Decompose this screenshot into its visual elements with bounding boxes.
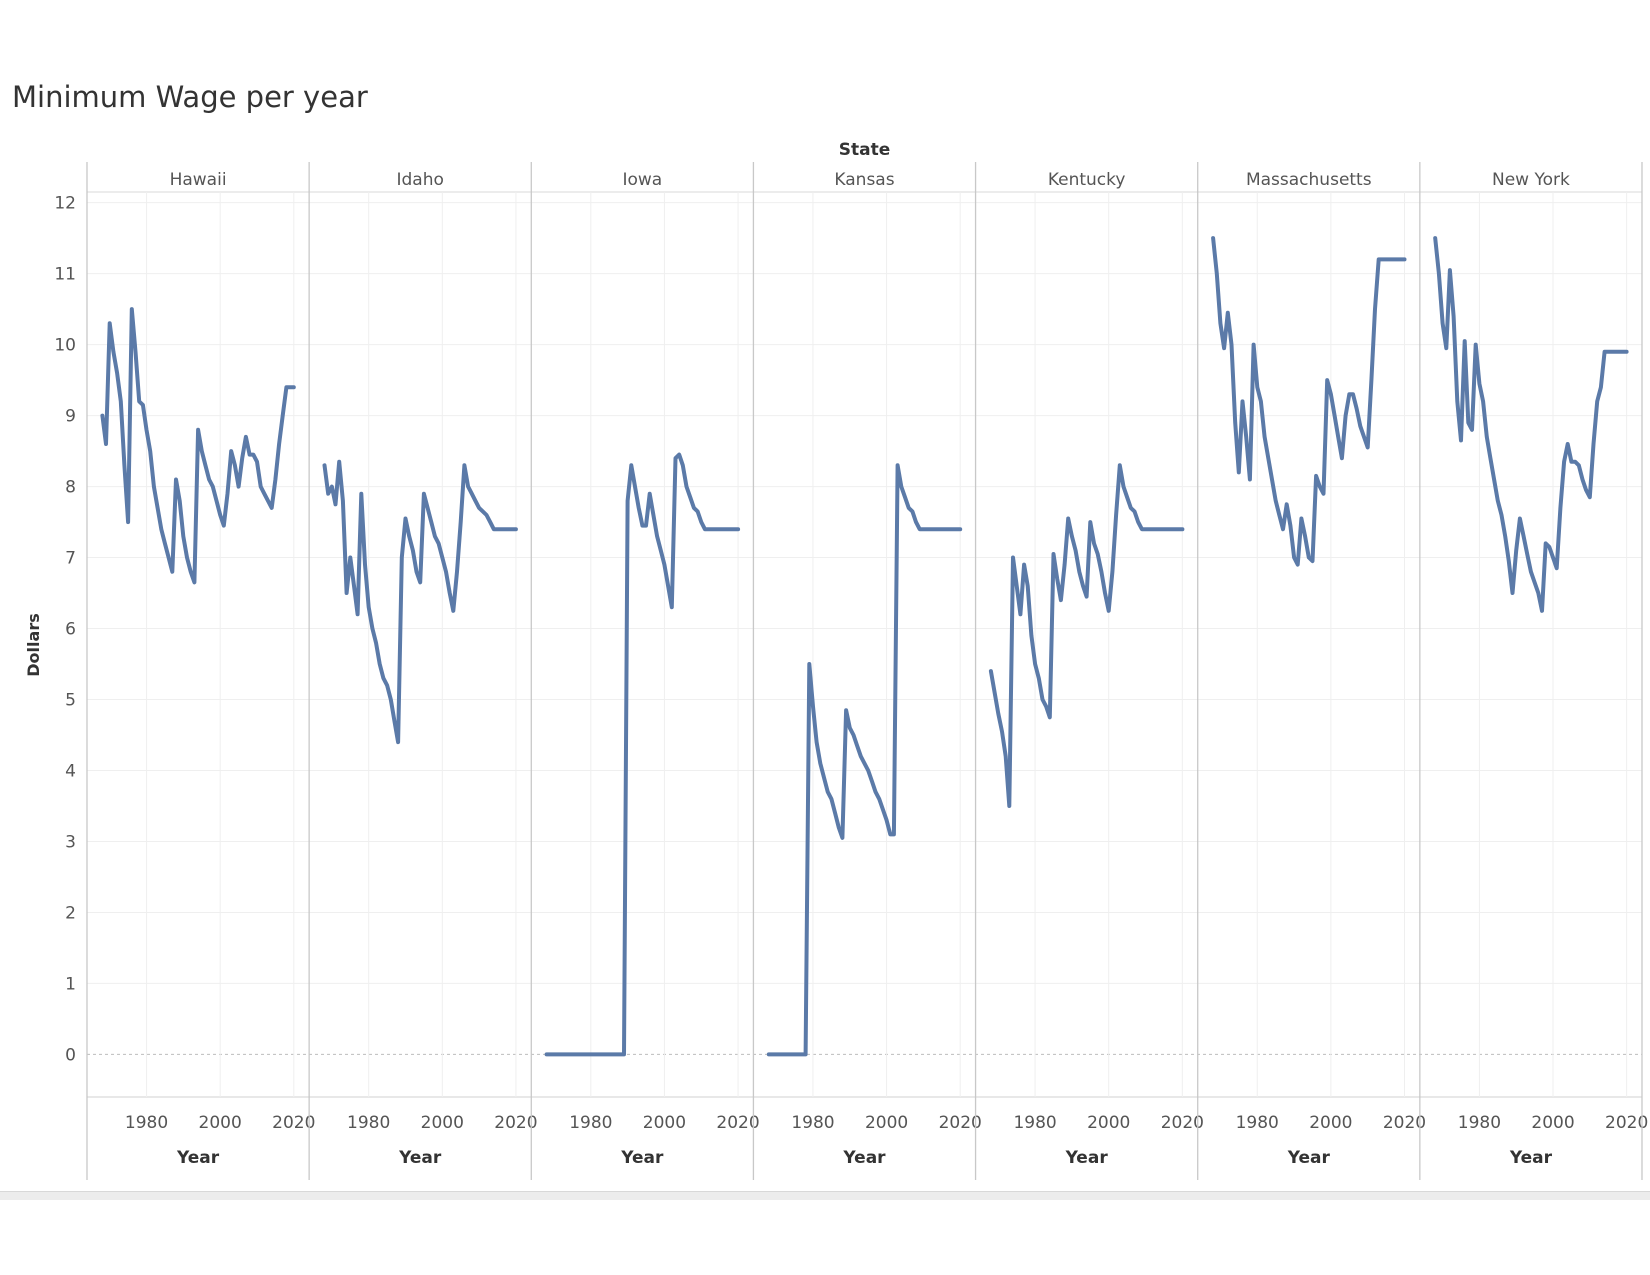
x-tick-label: 2020 [1383, 1113, 1426, 1133]
y-tick-label: 8 [65, 478, 76, 498]
y-tick-label: 5 [65, 691, 76, 711]
x-axis-label: Year [1287, 1148, 1331, 1168]
panel-header-kansas: Kansas [834, 170, 894, 190]
x-tick-label: 1980 [569, 1113, 612, 1133]
panel-header-kentucky: Kentucky [1048, 170, 1126, 190]
panel-header-iowa: Iowa [622, 170, 662, 190]
series-line-iowa [544, 452, 741, 1057]
x-tick-label: 2020 [939, 1113, 982, 1133]
panel-header-new-york: New York [1492, 170, 1570, 190]
horizontal-scrollbar-track[interactable] [0, 1191, 1650, 1200]
x-axis-label: Year [1509, 1148, 1553, 1168]
series-line-hawaii [100, 307, 296, 585]
x-tick-label: 2000 [1087, 1113, 1130, 1133]
y-tick-label: 7 [65, 549, 76, 569]
y-axis-label: Dollars [24, 613, 43, 676]
x-tick-label: 1980 [1458, 1113, 1501, 1133]
y-tick-label: 1 [65, 974, 76, 994]
x-tick-label: 2000 [199, 1113, 242, 1133]
x-tick-label: 2000 [643, 1113, 686, 1133]
y-tick-label: 12 [54, 194, 76, 214]
panel-header-idaho: Idaho [397, 170, 444, 190]
x-tick-label: 2020 [716, 1113, 759, 1133]
x-axis-label: Year [842, 1148, 886, 1168]
x-axis-label: Year [1065, 1148, 1109, 1168]
x-axis-label: Year [398, 1148, 442, 1168]
x-tick-label: 1980 [125, 1113, 168, 1133]
x-tick-label: 2020 [494, 1113, 537, 1133]
x-tick-label: 1980 [1013, 1113, 1056, 1133]
y-tick-label: 6 [65, 620, 76, 640]
panel-header-hawaii: Hawaii [170, 170, 227, 190]
series-line-kansas [766, 463, 963, 1057]
series-line-massachusetts [1211, 236, 1407, 567]
x-tick-label: 2000 [1531, 1113, 1574, 1133]
chart-title: Minimum Wage per year [12, 80, 368, 114]
x-tick-label: 1980 [347, 1113, 390, 1133]
x-tick-label: 2020 [272, 1113, 315, 1133]
y-tick-label: 4 [65, 761, 76, 781]
panel-header-massachusetts: Massachusetts [1246, 170, 1372, 190]
x-axis-label: Year [620, 1148, 664, 1168]
x-tick-label: 2020 [1605, 1113, 1648, 1133]
x-tick-label: 2020 [1161, 1113, 1204, 1133]
x-tick-label: 2000 [1309, 1113, 1352, 1133]
x-tick-label: 2000 [421, 1113, 464, 1133]
x-tick-label: 1980 [791, 1113, 834, 1133]
x-axis-label: Year [176, 1148, 220, 1168]
y-tick-label: 9 [65, 407, 76, 427]
facet-label: State [839, 140, 891, 160]
y-tick-label: 11 [54, 265, 76, 285]
y-tick-label: 0 [65, 1045, 76, 1065]
x-tick-label: 1980 [1236, 1113, 1279, 1133]
x-tick-label: 2000 [865, 1113, 908, 1133]
y-tick-label: 10 [54, 336, 76, 356]
series-line-idaho [322, 459, 518, 745]
series-line-kentucky [988, 463, 1185, 808]
y-tick-label: 2 [65, 903, 76, 923]
y-tick-label: 3 [65, 832, 76, 852]
series-line-new-york [1433, 236, 1629, 613]
